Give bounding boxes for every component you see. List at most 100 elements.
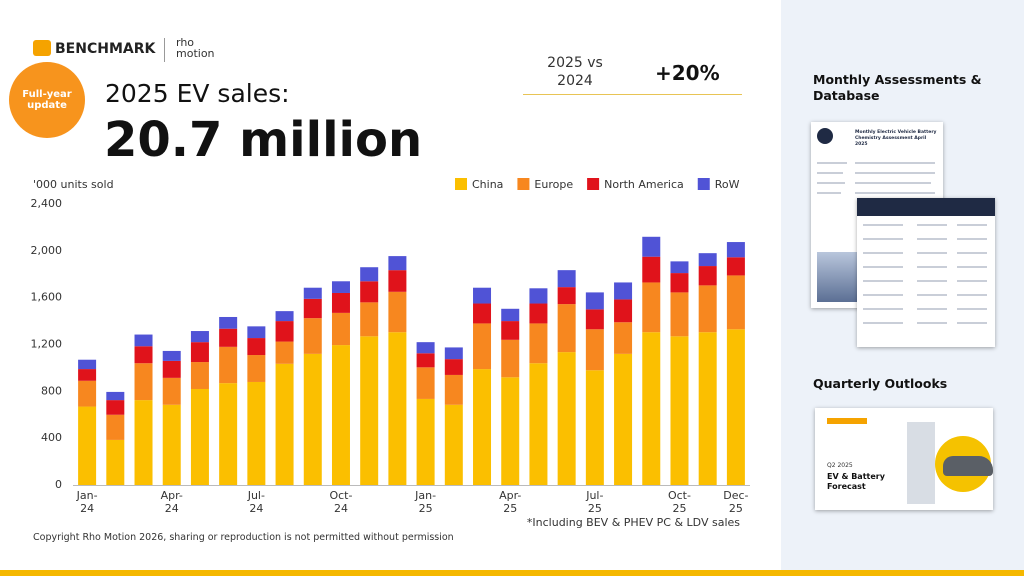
legend-swatch — [587, 178, 600, 190]
bar-segment — [162, 360, 181, 378]
bar-segment — [247, 381, 266, 485]
title: 2025 EV sales: — [105, 79, 290, 108]
x-tick-label: Apr- 24 — [160, 489, 183, 515]
x-tick-label: Jul- 24 — [247, 489, 265, 515]
bar-segment — [190, 362, 209, 389]
y-axis-label: '000 units sold — [33, 178, 114, 191]
bar-segment — [106, 391, 125, 401]
bottom-stripe — [0, 570, 1024, 576]
thumbnail — [857, 198, 995, 347]
chart: '000 units sold *Including BEV & PHEV PC… — [31, 178, 750, 529]
bar-segment — [219, 328, 238, 347]
bar-segment — [585, 292, 604, 310]
bar-segment — [557, 270, 576, 288]
bar-segment — [642, 236, 661, 257]
bar-segment — [247, 355, 266, 382]
x-tick-label: Jan- 25 — [415, 489, 437, 515]
section-title: Quarterly Outlooks — [813, 376, 948, 391]
bar-segment — [190, 388, 209, 485]
legend-label: China — [472, 178, 503, 191]
bar-segment — [78, 380, 97, 407]
x-tick-label: Apr- 25 — [499, 489, 522, 515]
bar-segment — [134, 334, 153, 347]
y-tick-label: 1,200 — [31, 338, 63, 351]
bar-segment — [219, 316, 238, 329]
bar-segment — [670, 273, 689, 293]
bar-segment — [219, 346, 238, 384]
bar-segment — [162, 350, 181, 361]
x-tick-label: Dec- 25 — [723, 489, 749, 515]
bar-segment — [698, 285, 717, 333]
bar-segment — [473, 303, 492, 324]
bar-segment — [501, 321, 520, 340]
bar-segment — [190, 342, 209, 363]
y-tick-label: 0 — [55, 478, 62, 491]
bar-segment — [557, 287, 576, 305]
bar-segment — [360, 302, 379, 337]
bar-segment — [444, 347, 463, 360]
bar-segment — [303, 287, 322, 299]
logo-divider — [164, 38, 165, 62]
bar-segment — [416, 367, 435, 399]
partner-logo: rho motion — [176, 36, 215, 60]
bar-segment — [162, 377, 181, 405]
bar-segment — [331, 292, 350, 313]
comparison-label: 2025 vs 2024 — [547, 55, 603, 89]
comparison-rule — [523, 94, 742, 95]
bar-segment — [726, 329, 745, 485]
bar-segment — [529, 323, 548, 364]
x-tick-label: Oct- 24 — [329, 489, 353, 515]
logo-icon — [33, 40, 51, 56]
bar-segment — [106, 414, 125, 440]
bar-segment — [473, 369, 492, 485]
bar-segment — [670, 261, 689, 274]
x-tick-label: Jul- 25 — [586, 489, 604, 515]
bar-segment — [106, 400, 125, 415]
bar-segment — [473, 287, 492, 304]
bar-segment — [219, 383, 238, 485]
thumbnail: Q2 2025 EV & Battery Forecast — [815, 408, 993, 510]
bar-segment — [416, 342, 435, 354]
bar-segment — [501, 308, 520, 322]
section-title: Monthly Assessments & Database — [813, 72, 982, 103]
bar-segment — [698, 253, 717, 267]
bar-segment — [78, 369, 97, 381]
bar-segment — [106, 439, 125, 485]
bar-segment — [388, 291, 407, 333]
bar-segment — [726, 242, 745, 258]
bar-segment — [529, 288, 548, 304]
bar-segment — [670, 336, 689, 485]
bar-segment — [444, 374, 463, 405]
bar-segment — [275, 363, 294, 485]
bar-segment — [360, 336, 379, 485]
thumb-logo — [817, 128, 833, 144]
bar-segment — [388, 270, 407, 292]
badge: Full-year update — [9, 62, 85, 138]
bar-segment — [585, 329, 604, 371]
bar-segment — [585, 370, 604, 485]
bar-segment — [698, 332, 717, 485]
headline: 20.7 million — [104, 112, 423, 168]
bar-segment — [303, 353, 322, 485]
bar-segment — [275, 341, 294, 364]
bar-segment — [360, 267, 379, 282]
legend-swatch — [455, 178, 467, 190]
y-tick-label: 2,400 — [31, 197, 63, 210]
legend-swatch — [517, 178, 530, 190]
bar-segment — [134, 346, 153, 364]
bar-segment — [726, 257, 745, 276]
bar-segment — [416, 398, 435, 485]
bar-segment — [557, 352, 576, 485]
legend-label: North America — [604, 178, 684, 191]
bar-segment — [614, 299, 633, 323]
legend-swatch — [697, 178, 710, 190]
bar-segment — [331, 281, 350, 293]
bar-segment — [614, 282, 633, 300]
bar-segment — [134, 400, 153, 485]
bar-segment — [473, 323, 492, 370]
thumb-title: EV & Battery Forecast — [827, 472, 885, 491]
bar-segment — [670, 292, 689, 337]
bar-segment — [642, 256, 661, 283]
x-tick-label: Jan- 24 — [76, 489, 98, 515]
